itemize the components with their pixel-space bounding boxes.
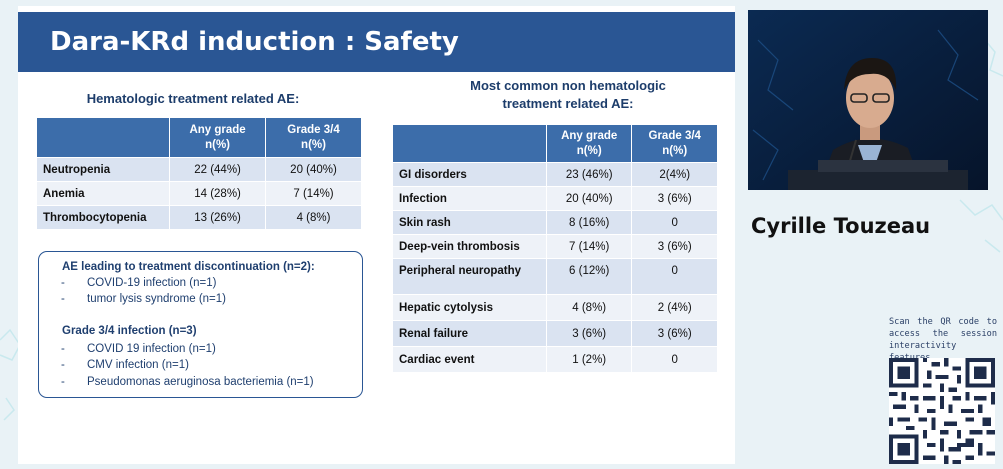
list-item: - tumor lysis syndrome (n=1) [61,293,226,305]
adverse-events-infobox: AE leading to treatment discontinuation … [38,251,363,398]
row-name: Hepatic cytolysis [392,294,547,321]
row-any-grade: 3 (6%) [545,320,633,347]
qr-code[interactable] [889,358,995,464]
row-any-grade: 4 (8%) [545,294,633,321]
table-row: Hepatic cytolysis 4 (8%) 2 (4%) [392,294,718,321]
row-any-grade: 6 (12%) [545,258,633,295]
table-header-any-grade: Any grade n(%) [169,117,267,158]
nonhematologic-title: Most common non hematologic treatment re… [470,78,666,111]
row-grade34: 3 (6%) [631,234,718,259]
row-any-grade: 23 (46%) [545,162,633,187]
table-row: Renal failure 3 (6%) 3 (6%) [392,320,718,347]
hematologic-table: Any grade n(%) Grade 3/4 n(%) Neutropenia … [35,117,362,230]
row-any-grade: 8 (16%) [545,210,633,235]
row-grade34: 2 (4%) [631,294,718,321]
row-any-grade: 14 (28%) [169,181,267,206]
row-any-grade: 20 (40%) [545,186,633,211]
row-name: Cardiac event [392,346,547,373]
speaker-name: Cyrille Touzeau [751,214,931,238]
discontinuation-title: AE leading to treatment discontinuation … [62,261,315,273]
table-row: Cardiac event 1 (2%) 0 [392,346,718,373]
slide: Dara-KRd induction : Safety Hematologic … [18,6,735,464]
speaker-video-image [748,10,988,190]
row-any-grade: 1 (2%) [545,346,633,373]
row-any-grade: 22 (44%) [169,157,267,182]
row-name: GI disorders [392,162,547,187]
row-name: Peripheral neuropathy [392,258,547,295]
row-grade34: 0 [631,210,718,235]
qr-code-icon [889,358,995,464]
row-any-grade: 13 (26%) [169,205,267,230]
row-grade34: 4 (8%) [265,205,362,230]
table-row: Infection 20 (40%) 3 (6%) [392,186,718,211]
row-name: Renal failure [392,320,547,347]
row-grade34: 0 [631,346,718,373]
row-name: Thrombocytopenia [35,205,171,230]
slide-title: Dara-KRd induction : Safety [50,27,459,57]
row-name: Neutropenia [35,157,171,182]
row-grade34: 7 (14%) [265,181,362,206]
row-grade34: 3 (6%) [631,320,718,347]
speaker-video [748,10,988,190]
table-header-any-grade: Any grade n(%) [545,124,633,163]
row-grade34: 0 [631,258,718,295]
table-row: GI disorders 23 (46%) 2(4%) [392,162,718,187]
row-name: Skin rash [392,210,547,235]
slide-title-bar: Dara-KRd induction : Safety [18,12,735,72]
list-item: - COVID 19 infection (n=1) [61,343,216,355]
table-row: Anemia 14 (28%) 7 (14%) [35,181,362,206]
table-header-blank [392,124,547,163]
list-item: - COVID-19 infection (n=1) [61,277,217,289]
table-header-blank [35,117,171,158]
table-row: Thrombocytopenia 13 (26%) 4 (8%) [35,205,362,230]
table-row: Neutropenia 22 (44%) 20 (40%) [35,157,362,182]
qr-caption: Scan the QR code to access the session i… [889,317,997,363]
table-row: Skin rash 8 (16%) 0 [392,210,718,235]
row-name: Deep-vein thrombosis [392,234,547,259]
list-item: - Pseudomonas aeruginosa bacteriemia (n=1… [61,376,314,388]
list-item: - CMV infection (n=1) [61,359,189,371]
row-grade34: 20 (40%) [265,157,362,182]
hematologic-title: Hematologic treatment related AE: [86,91,300,106]
table-header-grade34: Grade 3/4 n(%) [631,124,718,163]
infection-title: Grade 3/4 infection (n=3) [62,325,197,337]
row-grade34: 2(4%) [631,162,718,187]
table-row: Deep-vein thrombosis 7 (14%) 3 (6%) [392,234,718,259]
table-row: Peripheral neuropathy 6 (12%) 0 [392,258,718,295]
row-any-grade: 7 (14%) [545,234,633,259]
row-grade34: 3 (6%) [631,186,718,211]
table-header-grade34: Grade 3/4 n(%) [265,117,362,158]
row-name: Infection [392,186,547,211]
row-name: Anemia [35,181,171,206]
nonhematologic-table: Any grade n(%) Grade 3/4 n(%) GI disorders… [392,124,718,373]
